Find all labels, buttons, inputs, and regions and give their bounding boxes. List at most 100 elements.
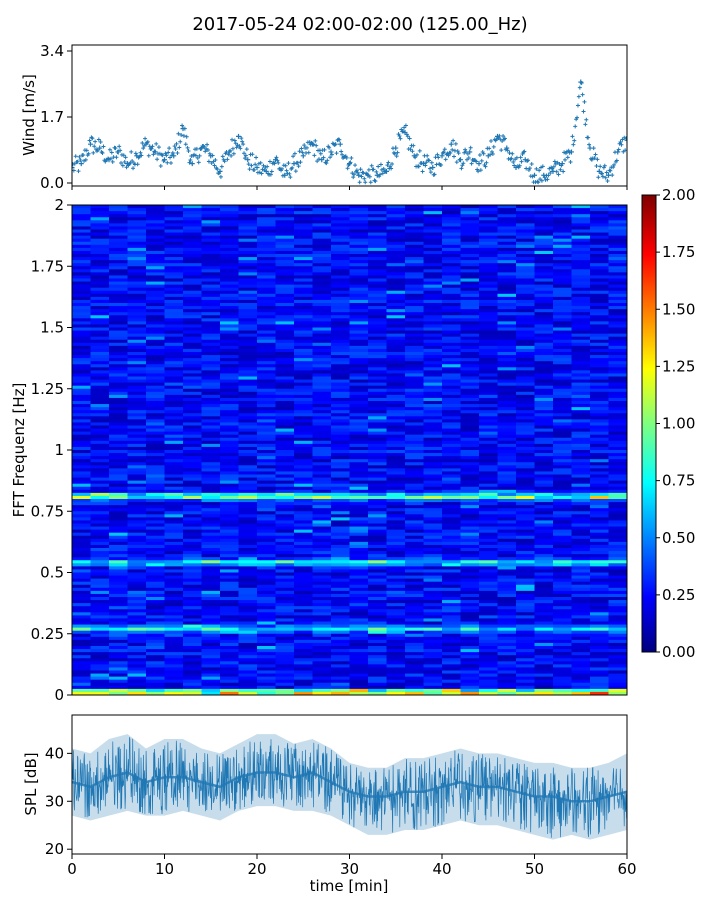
spectrogram-cell [534, 434, 554, 439]
spectrogram-cell [534, 312, 554, 316]
wind-point [250, 152, 255, 157]
spectrogram-cell [386, 299, 406, 304]
spectrogram-cell [275, 315, 295, 319]
spectrogram-cell [220, 499, 239, 503]
spectrogram-cell [164, 336, 184, 341]
spectrogram-cell [201, 489, 221, 494]
spectrogram-cell [479, 385, 498, 390]
spectrogram-cell [590, 569, 609, 573]
wind-point-marker [606, 172, 611, 178]
spectrogram-cell [386, 327, 406, 332]
wind-point [237, 144, 242, 149]
spectrogram-cell [127, 462, 147, 466]
spectrogram-cell [109, 621, 128, 626]
spectrogram-cell [183, 450, 202, 454]
spectrogram-cell [516, 633, 535, 638]
spectrogram-cell [127, 483, 147, 488]
spectrogram-cell [238, 260, 258, 264]
spectrogram-cell [516, 293, 535, 298]
wind-point-marker [189, 161, 195, 167]
spectrogram-cell [460, 419, 480, 423]
wind-point [230, 137, 235, 142]
spectrogram-cell [164, 284, 184, 289]
spectrogram-cell [220, 379, 239, 384]
spectrogram-cell [127, 569, 147, 573]
spectrogram-cell [497, 618, 517, 622]
spectrogram-cell [312, 205, 332, 209]
spectrogram-cell [220, 590, 239, 595]
spectrogram-cell [423, 303, 443, 307]
spectrogram-cell [479, 254, 498, 258]
spectrogram-cell [571, 388, 591, 393]
spectrogram-cell [238, 220, 258, 224]
spectrogram-cell [516, 572, 535, 577]
spectrogram-cell [460, 299, 480, 304]
spectrogram-cell [220, 327, 239, 332]
spectrogram-cell [608, 566, 627, 570]
spectrogram-cell [146, 636, 165, 641]
spectrogram-cell [164, 266, 184, 270]
wind-point [244, 147, 249, 152]
spectrogram-cell [331, 330, 350, 335]
spectrogram-cell [368, 453, 387, 457]
spectrogram-cell [386, 471, 406, 475]
spectrogram-cell [146, 597, 165, 601]
spectrogram-cell [590, 250, 609, 255]
spectrogram-cell [590, 541, 609, 546]
spectrogram-cell [127, 609, 147, 613]
spectrogram-cell [164, 229, 184, 234]
spectrogram-cell [571, 636, 591, 641]
spectrogram-cell [109, 603, 128, 607]
spectrogram-cell [368, 296, 387, 301]
spectrogram-cell [590, 376, 609, 381]
spectrogram-cell [312, 428, 332, 433]
spectrogram-cell [460, 492, 480, 497]
spectrogram-cell [109, 361, 128, 365]
spectrogram-cell [442, 554, 461, 558]
spectrogram-cell [553, 229, 572, 234]
wind-point [594, 163, 599, 168]
wind-point [546, 173, 551, 178]
spectrogram-cell [220, 407, 239, 411]
wind-point [622, 135, 627, 140]
spectrogram-cell [109, 250, 128, 255]
spectrogram-cell [368, 557, 387, 561]
wind-point [452, 154, 457, 159]
wind-point [328, 149, 334, 155]
spectrogram-cell [423, 379, 443, 384]
spectrogram-cell [423, 358, 443, 362]
spectrogram-cell [479, 290, 498, 295]
spectrogram-cell [109, 327, 128, 332]
wind-point [578, 79, 584, 85]
spectrogram-cell [405, 324, 424, 328]
spectrogram-cell [460, 434, 480, 439]
spectrogram-cell [90, 241, 110, 246]
spectrogram-cell [553, 603, 572, 607]
spectrogram-cell [442, 581, 461, 586]
spectrogram-cell [72, 492, 91, 497]
spectrogram-cell [423, 401, 443, 405]
spectrogram-cell [331, 606, 350, 610]
spectrogram-cell [368, 499, 387, 503]
spectrogram-cell [90, 563, 110, 567]
spectrogram-cell [590, 621, 609, 626]
spectrogram-cell [405, 263, 424, 267]
spectrogram-cell [608, 508, 627, 512]
spectrogram-cell [479, 492, 498, 497]
spectrogram-cell [497, 379, 517, 384]
spectrogram-cell [238, 642, 258, 647]
spectrogram-cell [460, 453, 480, 457]
spectrogram-cell [90, 428, 110, 433]
spectrogram-cell [275, 413, 295, 417]
spectrogram-cell [479, 330, 498, 335]
spectrogram-cell [90, 416, 110, 420]
spectrogram-cell [590, 548, 609, 552]
spectrogram-cell [146, 275, 165, 279]
spectrogram-cell [590, 324, 609, 328]
spectrogram-cell [164, 642, 184, 647]
spectrogram-cell [497, 257, 517, 261]
spectrogram-cell [405, 290, 424, 295]
spectrogram-cell [608, 413, 627, 417]
spectrogram-cell [479, 238, 498, 243]
spectrogram-cell [72, 226, 91, 230]
